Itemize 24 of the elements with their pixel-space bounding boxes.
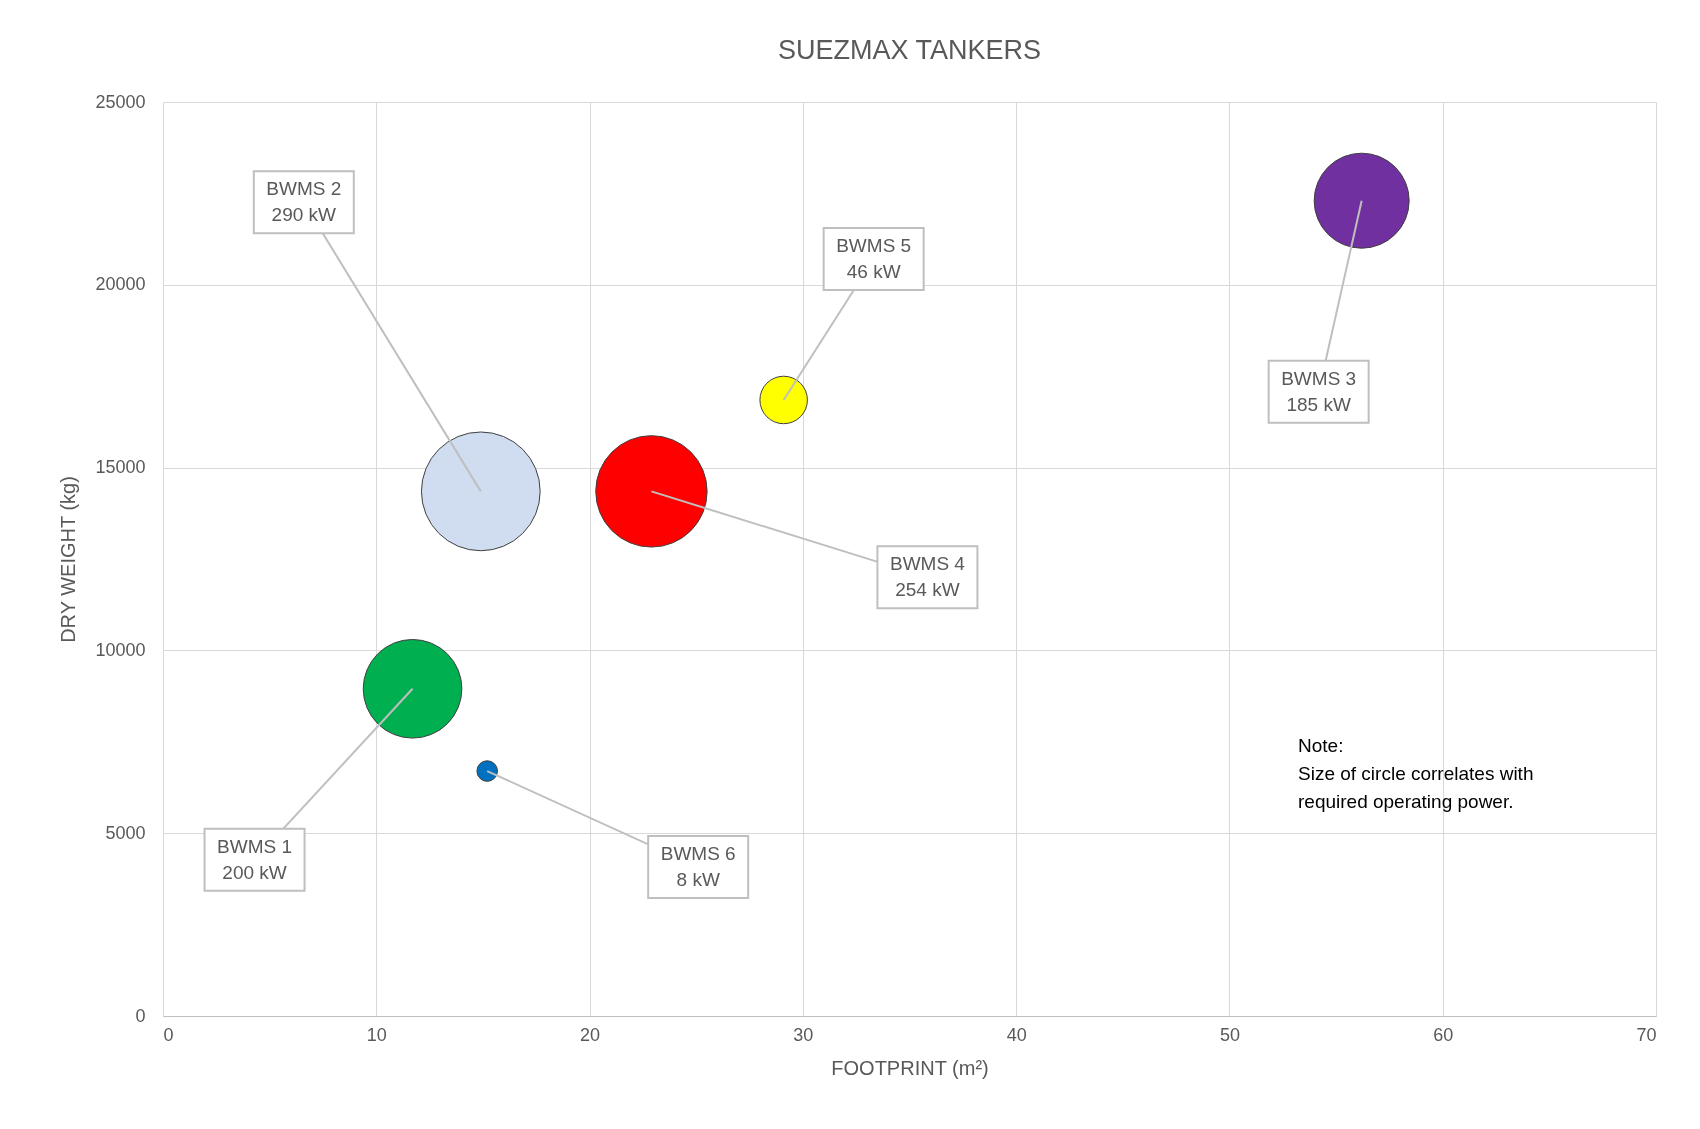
annotation: BWMS 1 200 kW: [217, 835, 293, 883]
y-axis-title: DRY WEIGHT (kg): [57, 476, 80, 643]
annotation: BWMS 6 8 kW: [660, 843, 736, 891]
y-tick-label: 20000: [95, 274, 146, 295]
y-tick-label: 10000: [95, 639, 146, 660]
y-tick-label: 0: [135, 1005, 146, 1026]
annotation: Note: Size of circle correlates with required operating power.: [1298, 735, 1534, 812]
y-tick-label: 25000: [95, 91, 146, 112]
annotation: BWMS 5 46 kW: [836, 234, 912, 282]
x-tick-label: 20: [580, 1024, 601, 1045]
y-tick-label: 15000: [95, 457, 146, 478]
x-tick-label: 50: [1219, 1024, 1240, 1045]
x-tick-label: 10: [366, 1024, 387, 1045]
x-tick-label: 0: [163, 1024, 174, 1045]
x-tick-label: 30: [793, 1024, 814, 1045]
annotation: BWMS 4 254 kW: [889, 553, 966, 601]
x-axis-title: FOOTPRINT (m²): [831, 1056, 989, 1079]
annotation: BWMS 2 290 kW: [266, 178, 342, 226]
annotation: BWMS 3 185 kW: [1281, 367, 1357, 415]
x-tick-label: 40: [1006, 1024, 1027, 1045]
x-tick-label: 70: [1636, 1024, 1657, 1045]
x-tick-label: 60: [1433, 1024, 1454, 1045]
y-tick-label: 5000: [105, 822, 146, 843]
chart-title: SUEZMAX TANKERS: [777, 35, 1042, 65]
